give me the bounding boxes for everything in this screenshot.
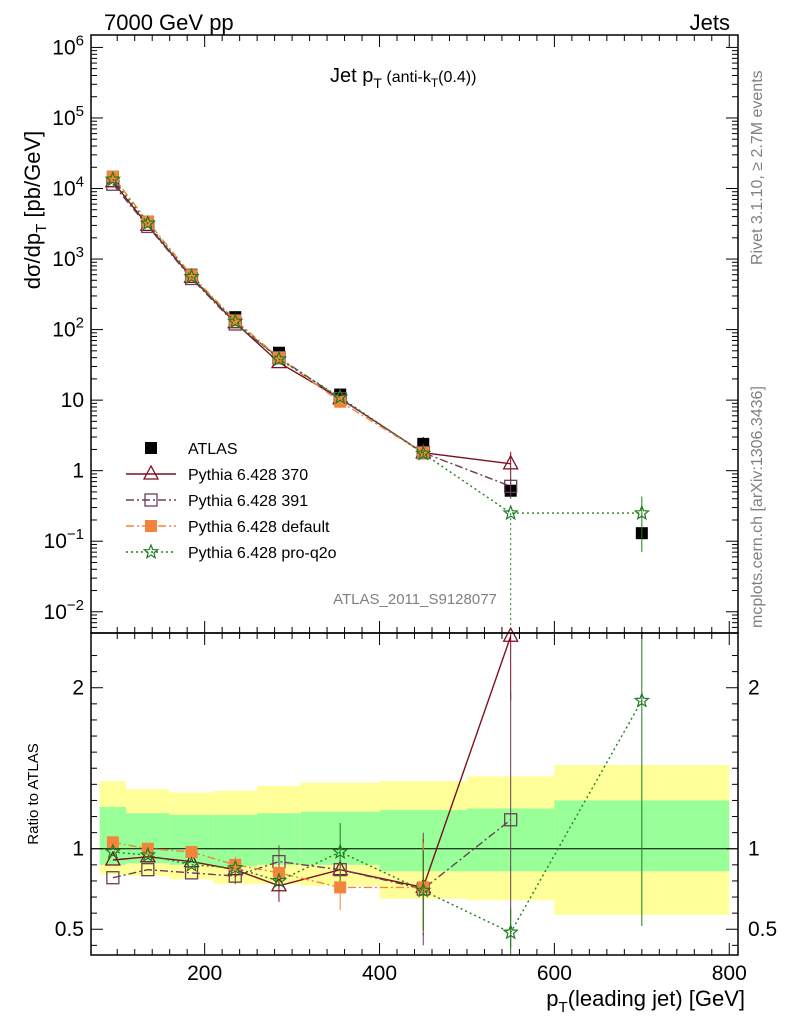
main-series-layer [104, 170, 651, 633]
ratio-point [106, 871, 120, 885]
legend-label: ATLAS [188, 441, 238, 458]
ratio-point [141, 863, 155, 877]
ratio-line [112, 635, 512, 889]
data-point [502, 504, 519, 521]
ratio-point [104, 843, 122, 859]
ratio-point [504, 813, 518, 827]
data-point [415, 444, 432, 461]
series-line [112, 183, 511, 487]
ratio-y-tick-label: 0.5 [55, 918, 84, 941]
x-tick-label: 400 [362, 962, 397, 985]
ratio-point [106, 836, 119, 849]
data-point [270, 350, 288, 367]
ratio-y-axis-label: Ratio to ATLAS [25, 743, 42, 844]
y-tick-label: 10−2 [44, 597, 84, 624]
data-point [331, 388, 349, 405]
ratio-point [334, 881, 347, 894]
ratio-point [270, 872, 288, 888]
data-point [183, 268, 200, 284]
ratio-point [331, 843, 349, 859]
x-tick-label: 800 [712, 962, 747, 985]
ratio-ticks: 0.5 0.5 1 1 2 2 200 400 600 800 [55, 633, 777, 985]
legend-marker [142, 543, 160, 560]
data-point [227, 312, 244, 329]
y-tick-label: 1 [72, 460, 84, 483]
ratio-plot-area [91, 765, 738, 915]
mcplots-label: mcplots.cern.ch [arXiv:1306.3436] [749, 386, 766, 628]
ratio-point [104, 850, 121, 866]
plot-title: Jet pT (anti-kT(0.4)) [330, 65, 476, 91]
series-line [112, 176, 424, 454]
ratio-point [633, 691, 651, 708]
ratio-point [502, 626, 519, 642]
rivet-version-label: Rivet 3.1.10, ≥ 2.7M events [749, 70, 766, 265]
analysis-watermark: ATLAS_2011_S9128077 [333, 591, 497, 608]
main-y-ticks: 10−2 10−1 1 10 102 103 104 105 106 [44, 32, 738, 634]
y-tick-label: 10 [61, 389, 84, 412]
series-pythia-6-428-pro-q2o [104, 170, 651, 553]
y-tick-label: 106 [52, 32, 84, 59]
main-plot-frame [90, 34, 739, 634]
legend-label: Pythia 6.428 370 [188, 467, 308, 484]
legend-marker [142, 464, 160, 480]
legend: ATLAS Pythia 6.428 370 Pythia 6.428 391 Pyt… [126, 441, 337, 562]
ratio-y-tick-label: 2 [72, 677, 84, 700]
ratio-point [185, 845, 198, 858]
ratio-y-tick-label-right: 1 [748, 838, 760, 861]
y-axis-label: dσ/dpT [pb/GeV] [20, 131, 50, 290]
x-axis-label: pT(leading jet) [GeV] [546, 986, 745, 1016]
header-process: 7000 GeV pp [104, 10, 234, 35]
ratio-point [184, 866, 199, 880]
ratio-y-tick-label-right: 2 [748, 677, 760, 700]
data-point [104, 170, 122, 187]
ratio-series-pythia-6-428-pro-q2o [104, 633, 651, 955]
series-line [112, 178, 642, 514]
y-tick-label: 103 [52, 244, 84, 271]
series-pythia-6-428-default [106, 170, 430, 459]
y-tick-label: 102 [52, 315, 84, 342]
legend-marker [145, 520, 157, 532]
series-pythia-6-428-370 [104, 172, 519, 484]
header-category: Jets [690, 10, 730, 35]
series-pythia-6-428-391 [106, 177, 518, 499]
y-tick-label: 105 [52, 103, 84, 130]
data-point [502, 454, 519, 470]
legend-label: Pythia 6.428 391 [188, 493, 308, 510]
legend-label: Pythia 6.428 pro-q2o [188, 545, 337, 562]
x-tick-label: 600 [537, 962, 572, 985]
data-point [504, 479, 518, 493]
legend-label: Pythia 6.428 default [188, 519, 330, 536]
legend-marker [144, 493, 158, 507]
y-tick-label: 10−1 [44, 526, 84, 553]
ratio-point [502, 923, 519, 940]
data-point [139, 214, 157, 231]
uncertainty-band-green [99, 806, 126, 865]
y-tick-label: 104 [52, 174, 84, 201]
ratio-point [139, 846, 157, 863]
ratio-point [227, 859, 244, 876]
ratio-point [183, 856, 200, 872]
legend-marker [145, 442, 157, 454]
ratio-series-layer [104, 626, 651, 955]
ratio-y-tick-label: 1 [72, 838, 84, 861]
data-point [633, 504, 651, 521]
series-line [112, 181, 511, 465]
x-tick-label: 200 [187, 962, 222, 985]
ratio-y-tick-label-right: 0.5 [748, 918, 777, 941]
ratio-point [414, 881, 432, 898]
